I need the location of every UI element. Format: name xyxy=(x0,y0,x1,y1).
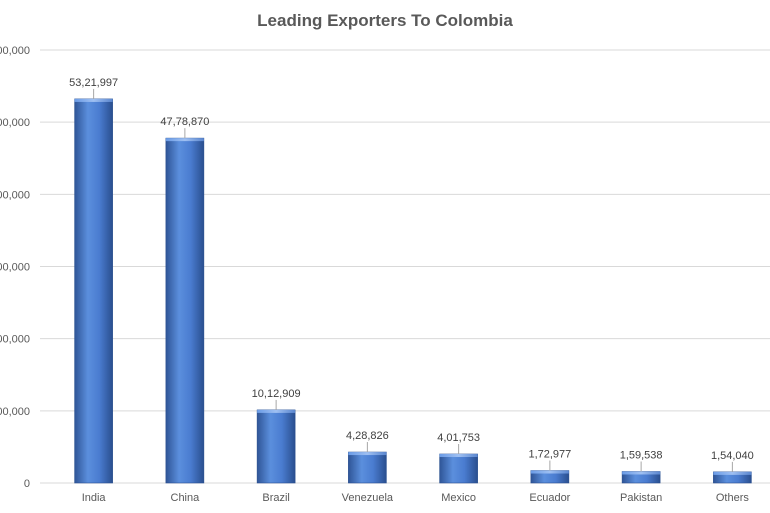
data-label: 10,12,909 xyxy=(252,388,301,400)
x-tick-label: Mexico xyxy=(441,492,476,504)
x-tick-label: Pakistan xyxy=(620,492,662,504)
bar-cap xyxy=(348,452,387,456)
y-tick-label: ,00,000 xyxy=(0,45,30,57)
bar-china xyxy=(165,137,205,484)
bar-cap xyxy=(74,98,113,102)
data-label: 4,28,826 xyxy=(346,430,389,442)
data-label: 1,72,977 xyxy=(528,449,571,461)
x-tick-label: Venezuela xyxy=(342,492,394,504)
bar-cap xyxy=(165,138,204,142)
data-label: 4,01,753 xyxy=(437,432,480,444)
x-tick-label: Ecuador xyxy=(529,492,570,504)
x-tick-label: Brazil xyxy=(262,492,290,504)
bar-mexico xyxy=(439,453,478,484)
bar-brazil xyxy=(256,409,296,484)
bar-cap xyxy=(530,470,569,474)
bar-cap xyxy=(622,471,661,475)
data-label: 1,59,538 xyxy=(620,449,663,461)
bar-cap xyxy=(713,471,752,475)
x-tick-label: Others xyxy=(716,492,750,504)
y-tick-label: ,00,000 xyxy=(0,117,30,129)
bar-india xyxy=(74,98,113,484)
x-tick-label: China xyxy=(171,492,201,504)
y-tick-label: ,00,000 xyxy=(0,189,30,201)
data-label: 1,54,040 xyxy=(711,450,754,462)
chart-title: Leading Exporters To Colombia xyxy=(257,11,513,30)
y-tick-label: ,00,000 xyxy=(0,334,30,346)
y-tick-label: ,00,000 xyxy=(0,262,30,274)
bar-venezuela xyxy=(348,451,387,484)
bar-cap xyxy=(257,409,296,413)
data-label: 47,78,870 xyxy=(160,116,209,128)
data-label: 53,21,997 xyxy=(69,77,118,89)
y-tick-label: 0 xyxy=(24,478,30,490)
y-tick-label: ,00,000 xyxy=(0,406,30,418)
bar-cap xyxy=(439,454,478,458)
x-tick-label: India xyxy=(82,492,107,504)
